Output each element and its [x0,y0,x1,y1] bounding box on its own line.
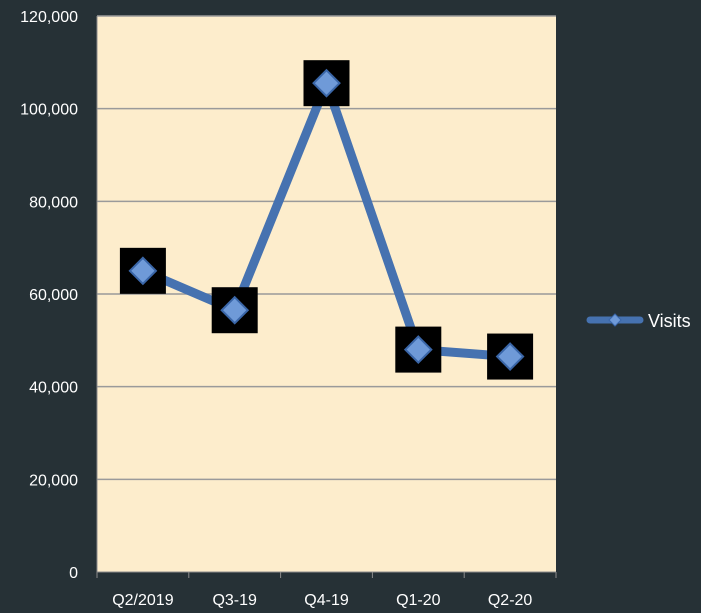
x-axis-ticks [96,572,557,578]
legend: Visits [586,311,691,331]
data-point-marker [403,335,433,365]
series-visits [119,60,534,380]
data-point-marker [128,256,158,286]
y-tick-label: 20,000 [29,472,78,489]
y-tick-label: 0 [69,565,78,582]
x-tick-label: Q2/2019 [112,592,173,609]
legend-marker-swatch [608,313,622,327]
y-tick-label: 80,000 [29,194,78,211]
x-tick-label: Q1-20 [396,592,441,609]
x-tick-label: Q4-19 [304,592,349,609]
x-axis-tick-labels: Q2/2019 Q3-19 Q4-19 Q1-20 Q2-20 [112,592,532,609]
x-tick-label: Q2-20 [488,592,533,609]
gridlines [97,15,556,481]
y-tick-label: 120,000 [20,9,78,26]
x-tick-label: Q3-19 [212,592,257,609]
legend-label-visits: Visits [648,311,691,331]
data-point-marker [495,342,525,371]
y-tick-label: 60,000 [29,287,78,304]
y-tick-label: 100,000 [20,102,78,119]
y-tick-label: 40,000 [29,380,78,397]
y-axis-tick-labels: 0 20,000 40,000 60,000 80,000 100,000 120,000 [20,9,78,582]
data-point-marker [312,68,341,98]
data-point-marker [220,295,250,325]
